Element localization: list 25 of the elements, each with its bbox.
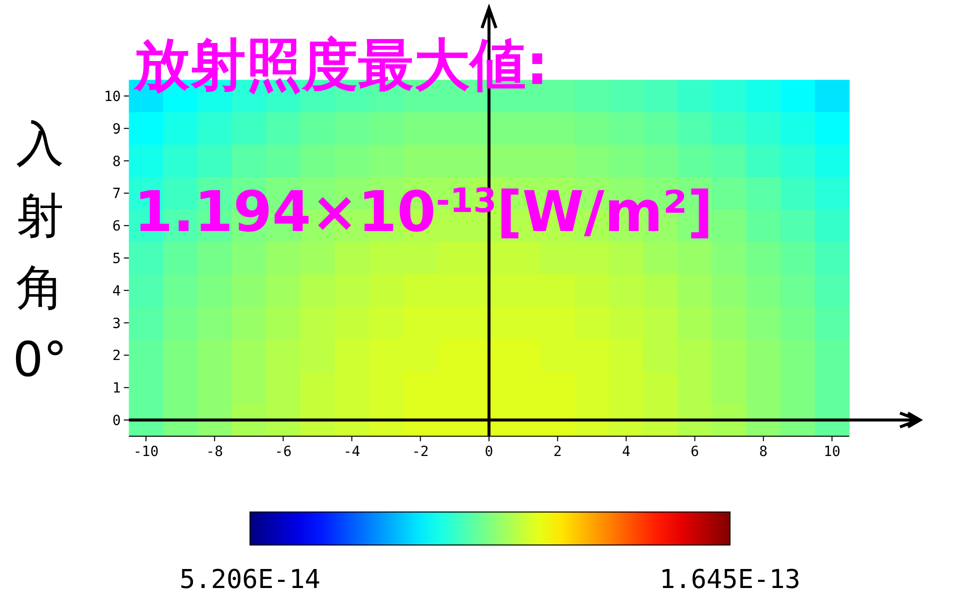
y-tick-label: 10 bbox=[104, 89, 121, 105]
y-tick-label: 9 bbox=[112, 121, 121, 138]
y-tick-label: 8 bbox=[112, 154, 121, 170]
x-tick-label: -4 bbox=[343, 444, 360, 460]
x-tick-label: -6 bbox=[274, 444, 292, 460]
x-tick-label: 8 bbox=[759, 444, 768, 460]
color-bar-label: 5.206E-14 bbox=[180, 565, 320, 595]
x-tick-label: -2 bbox=[412, 444, 429, 460]
y-tick-label: 3 bbox=[112, 316, 121, 332]
x-tick-label: 4 bbox=[622, 444, 630, 460]
y-tick-label: 0 bbox=[112, 413, 121, 429]
x-tick-label: -10 bbox=[133, 444, 159, 460]
y-tick-label: 5 bbox=[112, 251, 121, 267]
color-bar-label: 1.645E-13 bbox=[660, 565, 800, 595]
x-tick-label: 10 bbox=[824, 444, 840, 460]
y-tick-label: 7 bbox=[112, 186, 121, 202]
y-tick-label: 4 bbox=[112, 283, 121, 300]
x-tick-label: 0 bbox=[484, 444, 494, 460]
y-tick-label: 6 bbox=[112, 218, 121, 235]
x-tick-label: 6 bbox=[690, 444, 700, 460]
y-tick-label: 1 bbox=[112, 380, 121, 397]
text: 入射角0° bbox=[12, 116, 68, 388]
y-tick-label: 2 bbox=[112, 348, 121, 364]
x-tick-label: -8 bbox=[206, 444, 224, 460]
x-tick-label: 2 bbox=[553, 444, 562, 460]
